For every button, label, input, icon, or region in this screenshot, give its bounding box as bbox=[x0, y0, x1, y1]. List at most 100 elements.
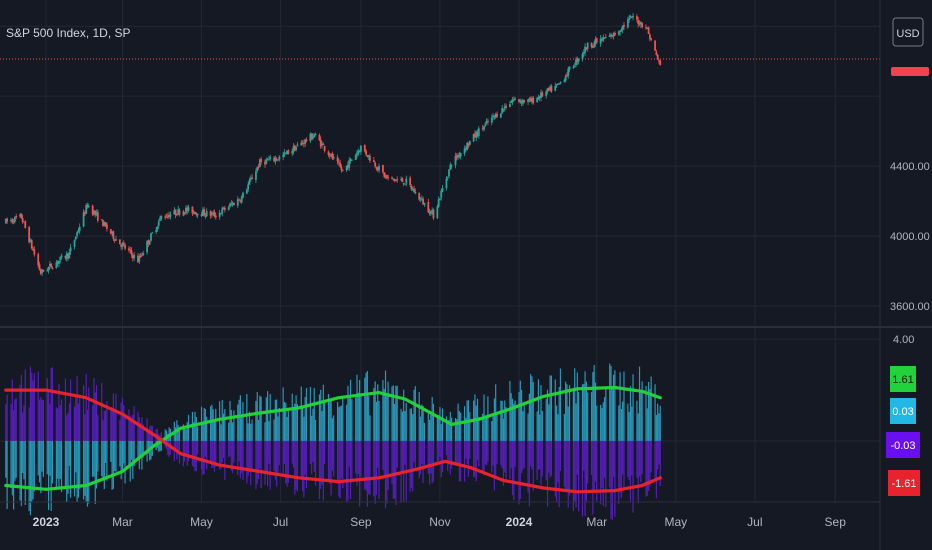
candle-body bbox=[604, 37, 607, 39]
currency-button-label[interactable]: USD bbox=[896, 28, 919, 40]
histogram-bar bbox=[567, 440, 569, 508]
histogram-bar bbox=[554, 379, 556, 441]
candle-body bbox=[146, 241, 148, 253]
histogram-bar bbox=[378, 400, 380, 441]
candle-body bbox=[302, 142, 305, 145]
candle-body bbox=[265, 159, 268, 164]
histogram-bar bbox=[550, 375, 552, 441]
histogram-bar bbox=[530, 374, 532, 441]
candle-body bbox=[503, 106, 506, 109]
candle-body bbox=[20, 213, 23, 219]
histogram-bar bbox=[295, 440, 297, 490]
histogram-bar bbox=[627, 403, 629, 441]
histogram-bar bbox=[465, 417, 467, 441]
candle-body bbox=[182, 211, 185, 216]
histogram-bar bbox=[613, 374, 615, 441]
histogram-bar bbox=[465, 440, 467, 459]
histogram-bar bbox=[93, 377, 95, 441]
histogram-bar bbox=[213, 440, 216, 472]
histogram-bar bbox=[202, 423, 204, 441]
histogram-bar bbox=[523, 404, 525, 441]
candle-body bbox=[336, 157, 339, 162]
candle-body bbox=[638, 23, 641, 25]
histogram-bar bbox=[590, 440, 593, 476]
histogram-bar bbox=[10, 403, 12, 441]
histogram-bar bbox=[458, 411, 460, 441]
histogram-bar bbox=[631, 440, 633, 476]
histogram-bar bbox=[539, 414, 541, 441]
histogram-bar bbox=[321, 410, 323, 441]
histogram-bar bbox=[333, 415, 335, 441]
candle-body bbox=[227, 207, 230, 210]
candle-body bbox=[173, 210, 176, 215]
histogram-bar bbox=[10, 440, 12, 488]
candle-body bbox=[636, 16, 638, 20]
price-candles[interactable] bbox=[4, 12, 662, 277]
symbol-title[interactable]: S&P 500 Index, 1D, SP bbox=[6, 26, 131, 40]
histogram-bar bbox=[618, 405, 620, 441]
time-tick-label: Nov bbox=[429, 515, 450, 529]
candle-body bbox=[148, 241, 151, 245]
histogram-bar bbox=[632, 374, 634, 441]
histogram-bar bbox=[641, 440, 643, 475]
histogram-bar bbox=[186, 422, 188, 441]
histogram-bar bbox=[60, 440, 63, 493]
candle-body bbox=[304, 139, 307, 144]
histogram-bar bbox=[584, 371, 586, 441]
histogram-bar bbox=[430, 440, 432, 474]
candle-body bbox=[422, 198, 425, 205]
histogram-bar bbox=[532, 440, 534, 491]
histogram-bar bbox=[296, 404, 299, 441]
histogram-bar bbox=[487, 440, 489, 462]
candle-body bbox=[183, 212, 186, 214]
histogram-bar bbox=[466, 440, 468, 464]
candle-body bbox=[402, 182, 405, 185]
histogram-bar bbox=[351, 440, 353, 483]
histogram-bar bbox=[387, 381, 389, 441]
histogram-bar bbox=[19, 440, 21, 501]
candle-body bbox=[102, 220, 104, 227]
histogram-bar bbox=[476, 440, 479, 461]
histogram-bar bbox=[322, 440, 324, 501]
histogram-bar bbox=[412, 440, 414, 492]
histogram-bar bbox=[518, 440, 520, 505]
histogram-bar bbox=[37, 371, 39, 441]
histogram-bar bbox=[609, 440, 611, 488]
candle-body bbox=[494, 113, 497, 118]
histogram-bar bbox=[287, 440, 289, 484]
candle-body bbox=[619, 30, 621, 33]
candle-body bbox=[23, 221, 25, 223]
histogram-bar bbox=[404, 410, 406, 441]
candle-body bbox=[24, 221, 27, 228]
histogram-bar bbox=[501, 400, 503, 441]
histogram-bar bbox=[238, 399, 240, 441]
candle-body bbox=[481, 127, 484, 129]
candle-body bbox=[133, 255, 136, 259]
histogram-bar bbox=[330, 399, 332, 441]
candle-body bbox=[195, 212, 198, 215]
histogram-bar bbox=[75, 440, 77, 473]
candle-body bbox=[155, 229, 158, 233]
histogram-bar bbox=[82, 440, 85, 500]
histogram-bar bbox=[340, 405, 343, 441]
histogram-bar bbox=[22, 440, 24, 474]
time-tick-label: May bbox=[664, 515, 687, 529]
time-tick-label: Sep bbox=[350, 515, 372, 529]
currency-button[interactable] bbox=[892, 17, 924, 47]
histogram-bar bbox=[638, 440, 641, 477]
time-tick-label: Mar bbox=[112, 515, 133, 529]
candle-body bbox=[249, 178, 252, 180]
candle-body bbox=[556, 83, 559, 85]
histogram-bar bbox=[457, 440, 459, 465]
candle-body bbox=[213, 212, 216, 217]
last-price-marker bbox=[891, 67, 929, 76]
candle-body bbox=[629, 16, 632, 18]
histogram-bar bbox=[286, 417, 288, 441]
histogram-bar bbox=[101, 382, 103, 441]
histogram-bar bbox=[600, 440, 602, 505]
histogram-bar bbox=[348, 398, 350, 441]
histogram-bar bbox=[324, 440, 326, 464]
histogram-bar bbox=[383, 440, 385, 478]
candle-body bbox=[474, 133, 476, 138]
